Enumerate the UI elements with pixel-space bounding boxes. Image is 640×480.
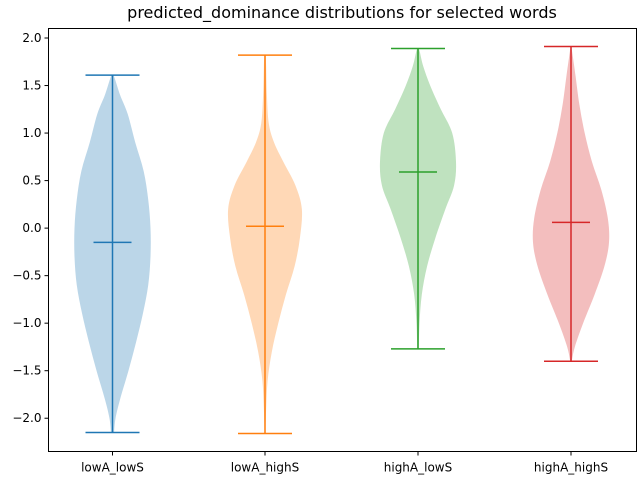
violins-group [74, 45, 610, 435]
y-tick-label: 0.5 [22, 174, 41, 188]
chart-title: predicted_dominance distributions for se… [127, 3, 557, 23]
y-tick-label: 0.0 [22, 221, 41, 235]
plot-frame [48, 28, 637, 452]
y-tick-label: 1.0 [22, 126, 41, 140]
y-tick-label: −1.0 [12, 316, 41, 330]
x-tick-label: highA_highS [534, 461, 608, 475]
x-tick-label: highA_lowS [384, 461, 452, 475]
y-tick-label: −0.5 [12, 269, 41, 283]
violin-highA_highS [532, 45, 610, 362]
y-axis: −2.0 −1.5 −1.0 −0.5 0.0 0.5 1.0 1.5 2.0 [12, 31, 49, 425]
y-tick-label: −2.0 [12, 411, 41, 425]
violin-lowA_highS [227, 54, 303, 435]
y-tick-label: 1.5 [22, 79, 41, 93]
x-axis: lowA_lowS lowA_highS highA_lowS highA_highS [81, 451, 608, 475]
y-tick-label: 2.0 [22, 31, 41, 45]
y-tick-label: −1.5 [12, 364, 41, 378]
violin-lowA_lowS [74, 74, 151, 434]
x-tick-label: lowA_lowS [81, 461, 144, 475]
x-tick-label: lowA_highS [231, 461, 299, 475]
violin-highA_lowS [379, 47, 457, 350]
